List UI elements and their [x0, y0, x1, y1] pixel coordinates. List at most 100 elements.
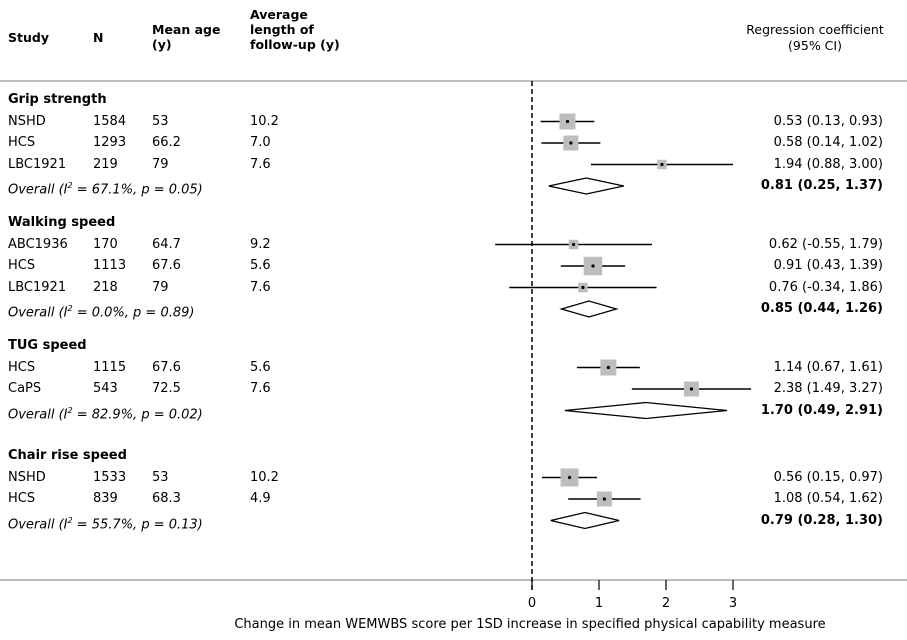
- study-name: LBC1921: [8, 279, 67, 295]
- coefficient-ci-text: 0.56 (0.15, 0.97): [773, 469, 883, 485]
- header-n: N: [93, 30, 104, 45]
- overall-label: Overall (I: [8, 182, 68, 198]
- coefficient-ci-text: 2.38 (1.49, 3.27): [773, 381, 883, 396]
- n-value: 219: [93, 156, 118, 172]
- point-estimate: [565, 119, 570, 124]
- coefficient-ci-text: 0.58 (0.14, 1.02): [773, 135, 883, 150]
- point-estimate: [591, 264, 595, 268]
- n-value: 218: [93, 279, 118, 295]
- header-followup-line1: Average: [250, 7, 308, 22]
- header-mean-age-line1: Mean age: [152, 22, 221, 37]
- header-followup-line2: length of: [250, 22, 314, 37]
- study-name: HCS: [8, 135, 36, 150]
- overall-coefficient-ci-text: 0.81 (0.25, 1.37): [760, 178, 883, 193]
- n-value: 543: [93, 381, 118, 396]
- study-name: ABC1936: [8, 236, 68, 252]
- i-squared-superscript: 2: [67, 515, 73, 525]
- overall-diamond: [548, 177, 624, 195]
- point-estimate: [689, 387, 694, 391]
- heterogeneity-stats: = 82.9%, p = 0.02): [72, 406, 203, 422]
- point-estimate: [569, 141, 573, 145]
- overall-heterogeneity: Overall (I2 = 0.0%, p = 0.89): [8, 301, 194, 321]
- point-estimate: [571, 242, 576, 247]
- mean-age-value: 67.6: [152, 359, 181, 375]
- header-coef-line1: Regression coefficient: [746, 22, 884, 37]
- overall-diamond: [564, 401, 728, 420]
- n-value: 839: [93, 491, 118, 506]
- n-value: 1533: [93, 469, 127, 485]
- group-title: Chair rise speed: [8, 448, 127, 463]
- followup-value: 7.6: [250, 279, 271, 295]
- coefficient-ci-text: 0.91 (0.43, 1.39): [773, 258, 883, 273]
- coefficient-ci-text: 1.08 (0.54, 1.62): [773, 491, 883, 506]
- mean-age-value: 79: [152, 156, 169, 172]
- x-tick-label: 3: [729, 596, 737, 611]
- group-title: TUG speed: [8, 338, 87, 353]
- i-squared-superscript: 2: [67, 181, 73, 190]
- x-tick-label: 0: [528, 596, 536, 611]
- group-title: Walking speed: [8, 215, 116, 230]
- followup-value: 7.6: [250, 381, 271, 396]
- coefficient-ci-text: 0.62 (-0.55, 1.79): [768, 236, 883, 252]
- followup-value: 5.6: [250, 359, 271, 375]
- overall-diamond: [550, 511, 620, 530]
- study-name: LBC1921: [8, 156, 67, 172]
- heterogeneity-stats: = 0.0%, p = 0.89): [72, 305, 195, 321]
- overall-label: Overall (I: [8, 305, 68, 321]
- overall-coefficient-ci-text: 1.70 (0.49, 2.91): [760, 402, 883, 418]
- heterogeneity-stats: = 55.7%, p = 0.13): [72, 516, 203, 532]
- point-estimate: [606, 365, 610, 370]
- followup-value: 9.2: [250, 236, 271, 252]
- study-name: NSHD: [8, 469, 46, 485]
- overall-label: Overall (I: [8, 516, 68, 532]
- mean-age-value: 67.6: [152, 258, 181, 273]
- mean-age-value: 53: [152, 113, 169, 129]
- study-name: HCS: [8, 491, 36, 506]
- overall-coefficient-ci-text: 0.85 (0.44, 1.26): [760, 301, 883, 316]
- point-estimate: [567, 475, 572, 480]
- point-estimate: [581, 285, 585, 290]
- study-name: HCS: [8, 359, 36, 375]
- mean-age-value: 79: [152, 279, 169, 295]
- point-estimate: [602, 497, 606, 501]
- overall-label: Overall (I: [8, 406, 68, 422]
- i-squared-superscript: 2: [67, 405, 73, 415]
- overall-coefficient-ci-text: 0.79 (0.28, 1.30): [760, 512, 883, 528]
- group-title: Grip strength: [8, 92, 107, 107]
- followup-value: 10.2: [250, 113, 279, 129]
- mean-age-value: 64.7: [152, 236, 181, 252]
- followup-value: 5.6: [250, 258, 271, 273]
- study-name: HCS: [8, 258, 36, 273]
- x-tick-label: 1: [595, 596, 603, 611]
- overall-heterogeneity: Overall (I2 = 55.7%, p = 0.13): [8, 513, 203, 533]
- coefficient-ci-text: 0.76 (-0.34, 1.86): [768, 279, 883, 295]
- followup-value: 7.6: [250, 156, 271, 172]
- study-name: CaPS: [8, 381, 42, 396]
- followup-value: 4.9: [250, 491, 271, 506]
- coefficient-ci-text: 1.14 (0.67, 1.61): [773, 359, 883, 375]
- header-mean-age-line2: (y): [152, 37, 172, 52]
- overall-heterogeneity: Overall (I2 = 82.9%, p = 0.02): [8, 403, 203, 423]
- study-name: NSHD: [8, 113, 46, 129]
- n-value: 1113: [93, 258, 127, 273]
- n-value: 1115: [93, 359, 127, 375]
- x-tick-label: 2: [662, 596, 670, 611]
- n-value: 170: [93, 236, 118, 252]
- header-followup-line3: follow-up (y): [250, 37, 340, 52]
- followup-value: 10.2: [250, 469, 279, 485]
- overall-diamond: [559, 300, 619, 318]
- heterogeneity-stats: = 67.1%, p = 0.05): [72, 182, 203, 198]
- mean-age-value: 72.5: [152, 381, 181, 396]
- mean-age-value: 68.3: [152, 491, 181, 506]
- coefficient-ci-text: 0.53 (0.13, 0.93): [773, 113, 883, 129]
- n-value: 1584: [93, 113, 127, 129]
- mean-age-value: 53: [152, 469, 169, 485]
- i-squared-superscript: 2: [67, 304, 73, 313]
- coefficient-ci-text: 1.94 (0.88, 3.00): [773, 156, 883, 172]
- n-value: 1293: [93, 135, 127, 150]
- followup-value: 7.0: [250, 135, 271, 150]
- mean-age-value: 66.2: [152, 135, 181, 150]
- header-study: Study: [8, 30, 49, 45]
